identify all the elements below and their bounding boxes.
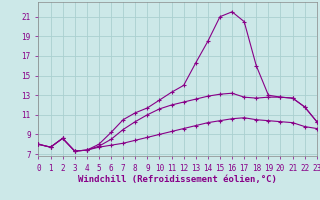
X-axis label: Windchill (Refroidissement éolien,°C): Windchill (Refroidissement éolien,°C) <box>78 175 277 184</box>
